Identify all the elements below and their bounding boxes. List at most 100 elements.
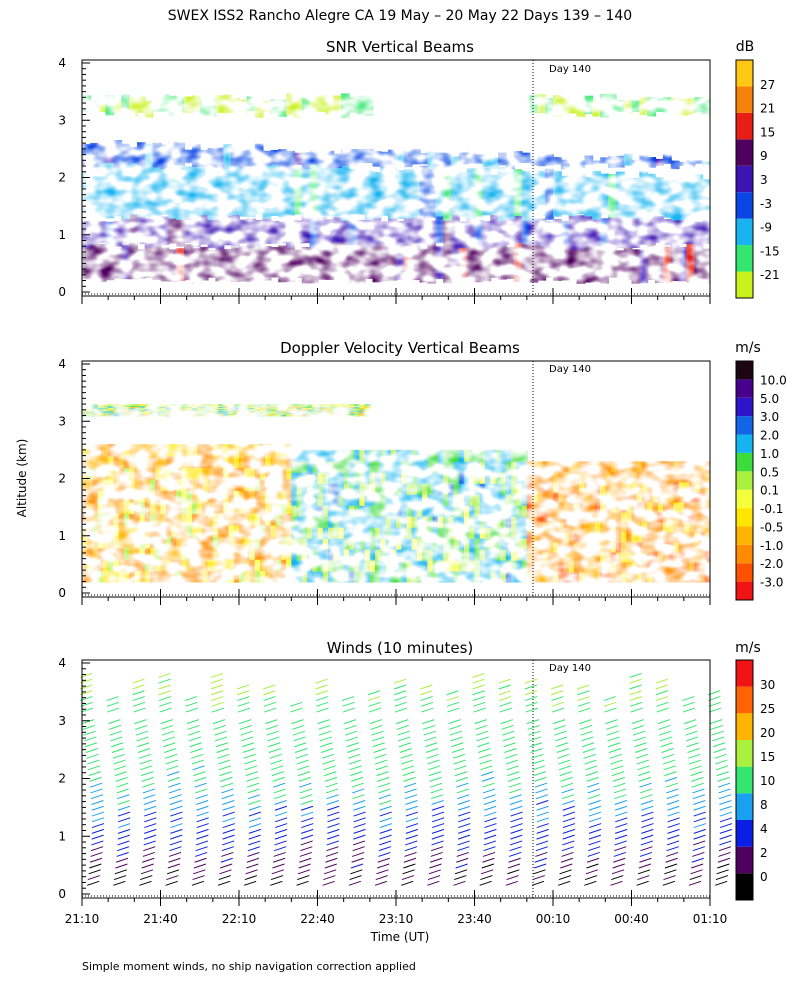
velocity-cell [668, 461, 675, 473]
wind-barb [405, 834, 418, 840]
wind-barb [508, 782, 521, 788]
snr-cell [160, 94, 170, 112]
wind-barb [161, 724, 174, 730]
velocity-cell [307, 471, 314, 484]
wind-barb [194, 851, 208, 857]
snr-cell [231, 247, 240, 283]
wind-barb [344, 724, 357, 730]
velocity-cell [469, 570, 476, 583]
wind-barb [664, 863, 678, 869]
wind-barb [352, 788, 365, 794]
velocity-cell [553, 531, 560, 543]
wind-barb [424, 736, 437, 742]
velocity-cell [526, 561, 534, 573]
velocity-cell [176, 570, 183, 583]
velocity-cell [202, 455, 209, 469]
wind-barb [402, 771, 415, 777]
wind-barb [666, 794, 679, 800]
velocity-cell [600, 461, 607, 473]
wind-barb [379, 805, 392, 811]
velocity-cell [259, 404, 267, 407]
wind-barb [398, 742, 412, 748]
velocity-cell [579, 471, 586, 483]
wind-barb [562, 840, 575, 846]
velocity-cell [286, 547, 293, 560]
velocity-cell [521, 515, 528, 528]
snr-cell [168, 95, 178, 116]
velocity-cell [662, 571, 670, 583]
snr-cell [615, 214, 625, 248]
snr-cell [121, 160, 131, 220]
velocity-cell [600, 471, 607, 483]
velocity-cell [102, 478, 110, 491]
velocity-cell [594, 531, 602, 543]
velocity-cell [474, 570, 481, 583]
snr-cell [678, 162, 688, 166]
velocity-cell [526, 491, 534, 503]
wind-barb [132, 701, 146, 707]
velocity-cell [160, 455, 167, 469]
velocity-cell [699, 531, 706, 543]
velocity-cell [621, 471, 628, 483]
velocity-cell [160, 524, 167, 537]
y-tick-label: 2 [58, 171, 66, 185]
velocity-cell [422, 504, 429, 517]
wind-barb [274, 817, 288, 823]
velocity-cell [317, 482, 324, 495]
velocity-cell [516, 482, 523, 495]
velocity-cell [139, 501, 146, 514]
velocity-cell [683, 561, 691, 573]
wind-barb [165, 880, 178, 886]
velocity-cell [207, 512, 214, 526]
wind-barb [300, 846, 313, 852]
snr-field [82, 93, 710, 284]
wind-barb [667, 811, 680, 817]
wind-barb [299, 851, 312, 857]
wind-barb [719, 800, 732, 805]
velocity-cell [270, 570, 277, 583]
wind-barb [587, 846, 601, 852]
snr-cell [356, 166, 366, 215]
velocity-cell [348, 482, 356, 495]
velocity-cell [589, 511, 596, 523]
velocity-cell [275, 489, 282, 503]
velocity-cell [521, 493, 528, 506]
velocity-cell [453, 570, 460, 583]
wind-barb [193, 863, 207, 869]
velocity-cell [484, 493, 492, 506]
wind-barb [218, 765, 232, 771]
velocity-cell [401, 537, 408, 550]
wind-barb [90, 788, 103, 794]
velocity-cell [170, 467, 178, 480]
velocity-cell [312, 449, 319, 462]
velocity-cell [123, 501, 131, 514]
velocity-cell [317, 570, 324, 583]
velocity-cell [532, 461, 539, 473]
velocity-cell [139, 535, 146, 549]
wind-barb [376, 771, 389, 777]
velocity-cell [673, 481, 680, 493]
velocity-cell [678, 471, 685, 483]
velocity-cell [484, 548, 492, 561]
wind-barb [534, 782, 548, 788]
velocity-cell [312, 548, 319, 561]
wind-barb [327, 823, 340, 829]
snr-cell [301, 247, 311, 284]
velocity-cell [160, 489, 167, 503]
wind-barb [431, 811, 445, 817]
wind-barb [431, 828, 445, 834]
wind-barb [315, 696, 329, 702]
velocity-cell [448, 460, 455, 473]
velocity-cell [526, 551, 534, 563]
wind-barb [242, 748, 255, 753]
wind-barb [221, 851, 234, 857]
wind-barb [403, 863, 416, 869]
velocity-cell [516, 460, 523, 473]
velocity-cell [621, 571, 628, 583]
velocity-colorbar-label: 1.0 [760, 447, 779, 461]
wind-barb [142, 782, 155, 788]
velocity-cell [354, 449, 361, 462]
velocity-cell [259, 547, 267, 560]
velocity-cell [197, 558, 204, 572]
